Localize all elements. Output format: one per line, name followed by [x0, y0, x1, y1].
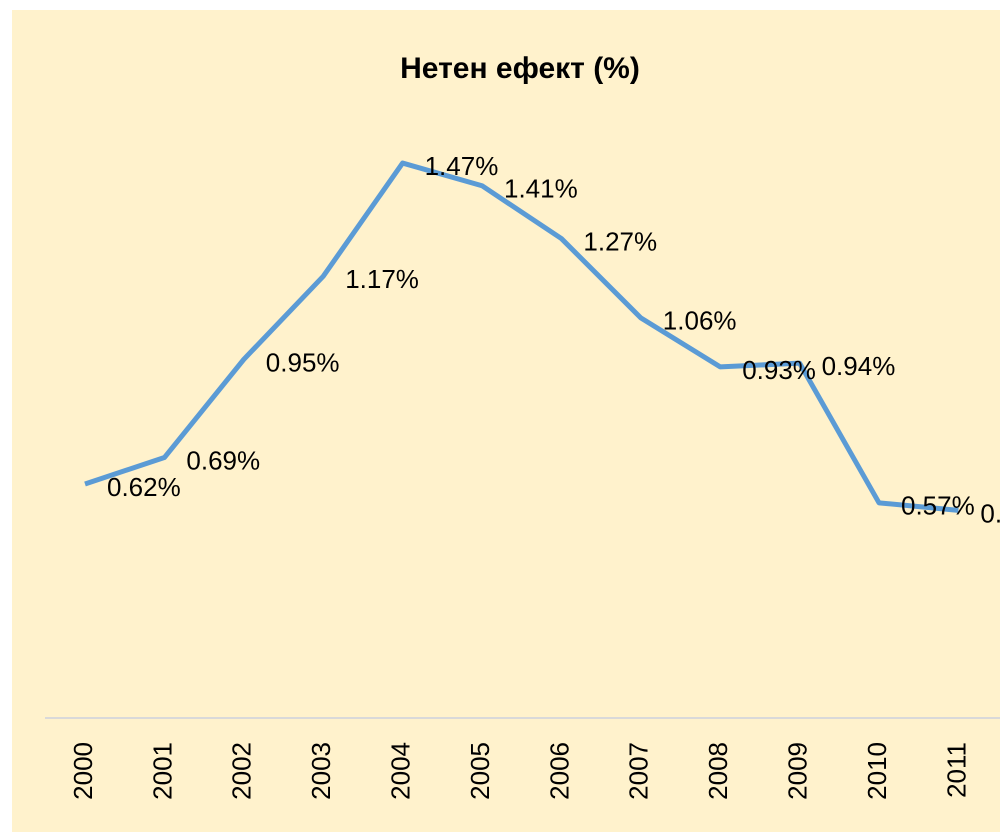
x-tick-label: 2008	[703, 742, 733, 800]
x-tick-label: 2003	[306, 742, 336, 800]
chart-background	[12, 10, 1000, 832]
data-label: 0.93%	[742, 355, 816, 385]
data-label: 1.47%	[425, 151, 499, 181]
x-tick-label: 2005	[465, 742, 495, 800]
data-label: 1.06%	[663, 306, 737, 336]
x-tick-label: 2011	[941, 742, 971, 798]
x-tick-label: 2004	[385, 742, 415, 800]
data-label: 1.17%	[345, 264, 419, 294]
x-tick-label: 2007	[624, 742, 654, 800]
data-label: 0.55%	[980, 498, 1000, 528]
x-tick-label: 2009	[782, 742, 812, 800]
x-tick-label: 2001	[147, 742, 177, 800]
chart-title: Нетен ефект (%)	[400, 52, 640, 85]
data-label: 1.41%	[504, 174, 578, 204]
x-tick-label: 2000	[68, 742, 98, 800]
x-tick-label: 2010	[862, 742, 892, 800]
line-series	[84, 160, 959, 513]
x-tick-label: 2006	[544, 742, 574, 800]
data-label: 0.57%	[901, 491, 975, 521]
data-label: 0.62%	[107, 472, 181, 502]
data-label: 0.94%	[822, 351, 896, 381]
x-tick-label: 2002	[227, 742, 257, 800]
data-label: 0.95%	[266, 347, 340, 377]
data-label: 0.69%	[186, 445, 260, 475]
data-label: 1.27%	[583, 226, 657, 256]
